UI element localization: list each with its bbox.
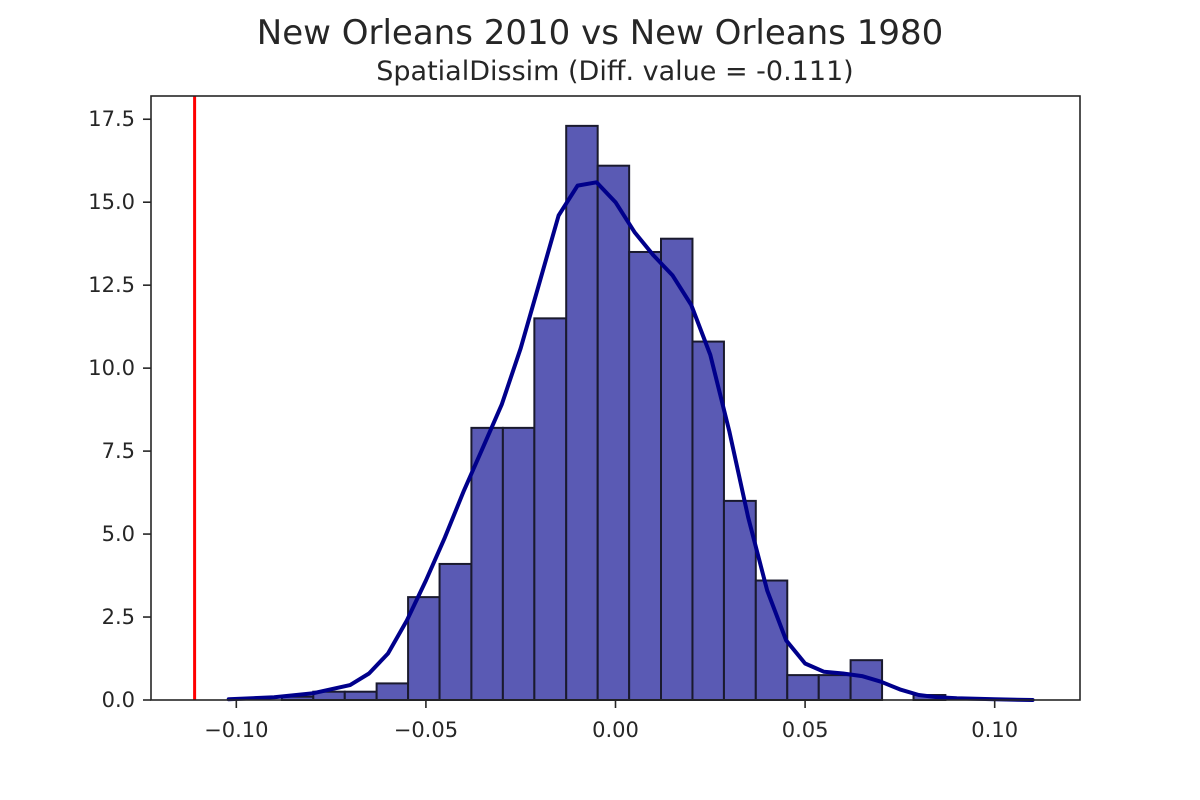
x-tick-label: 0.05 <box>782 718 829 742</box>
x-tick-label: −0.10 <box>204 718 268 742</box>
x-tick-label: 0.00 <box>592 718 639 742</box>
histogram-bar <box>628 250 663 701</box>
histogram-bar <box>501 426 536 701</box>
y-tick-label: 5.0 <box>102 522 135 546</box>
y-tick-label: 10.0 <box>88 356 135 380</box>
histogram-bar <box>407 596 441 701</box>
y-tick-label: 2.5 <box>102 605 135 629</box>
chart-title: New Orleans 2010 vs New Orleans 1980 <box>257 13 943 53</box>
histogram-bar <box>533 317 568 701</box>
histogram-bar <box>438 562 473 702</box>
y-tick-label: 17.5 <box>88 107 135 131</box>
kde-curve <box>226 180 1035 702</box>
x-tick-label: 0.10 <box>971 718 1018 742</box>
plot-area: −0.10 −0.05 0.00 0.05 0.10 0.0 2.5 5.0 7.5 10.0 12… <box>88 95 1081 742</box>
histogram-bar <box>786 674 820 701</box>
histogram-bar <box>596 164 631 701</box>
chart-subtitle: SpatialDissim (Diff. value = -0.111) <box>376 56 853 87</box>
y-tick-label: 15.0 <box>88 190 135 214</box>
y-tick-label: 12.5 <box>88 273 135 297</box>
histogram-bar <box>565 124 599 702</box>
x-tick-label: −0.05 <box>394 718 458 742</box>
histogram-bar <box>660 237 694 701</box>
histogram-bar <box>470 426 504 701</box>
histogram-bar <box>343 690 378 702</box>
y-tick-label: 0.0 <box>102 688 135 712</box>
y-tick-label: 7.5 <box>102 439 135 463</box>
histogram-bar <box>375 682 410 702</box>
histogram-bar <box>817 674 852 701</box>
